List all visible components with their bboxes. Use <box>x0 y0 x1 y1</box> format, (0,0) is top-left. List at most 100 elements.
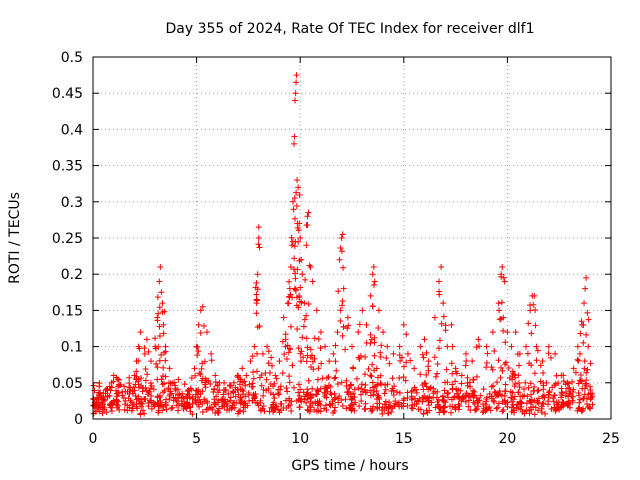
data-point <box>304 396 311 403</box>
data-point <box>275 406 282 413</box>
data-point <box>96 383 103 390</box>
data-point <box>309 278 316 285</box>
data-point <box>377 354 384 361</box>
data-point <box>195 321 202 328</box>
data-point <box>451 393 458 400</box>
data-point <box>296 298 303 305</box>
data-point <box>578 318 585 325</box>
data-point <box>452 378 459 385</box>
data-point <box>240 408 247 415</box>
data-point <box>580 339 587 346</box>
data-point <box>297 396 304 403</box>
data-point <box>540 369 547 376</box>
data-point <box>293 72 300 79</box>
data-point <box>270 408 277 415</box>
data-point <box>537 378 544 385</box>
data-point <box>448 409 455 416</box>
data-point <box>281 351 288 358</box>
data-point <box>291 255 298 262</box>
data-point <box>369 379 376 386</box>
data-point <box>393 389 400 396</box>
data-point <box>169 404 176 411</box>
data-point <box>293 202 300 209</box>
data-point <box>163 406 170 413</box>
data-point <box>347 382 354 389</box>
data-point <box>480 386 487 393</box>
data-point <box>114 376 121 383</box>
data-point <box>385 410 392 417</box>
data-point <box>390 392 397 399</box>
data-point <box>436 337 443 344</box>
data-point <box>253 350 260 357</box>
data-point <box>384 381 391 388</box>
data-point <box>187 403 194 410</box>
data-point <box>215 389 222 396</box>
data-point <box>228 405 235 412</box>
data-point <box>577 377 584 384</box>
data-point <box>153 360 160 367</box>
data-point <box>520 385 527 392</box>
data-point <box>285 300 292 307</box>
data-point <box>342 346 349 353</box>
data-point <box>589 401 596 408</box>
data-point <box>323 406 330 413</box>
data-point <box>293 189 300 196</box>
data-point <box>201 396 208 403</box>
data-point <box>489 329 496 336</box>
data-point <box>287 263 294 270</box>
data-point <box>135 381 142 388</box>
data-point <box>142 366 149 373</box>
data-point <box>160 364 167 371</box>
data-point <box>531 411 538 418</box>
data-point <box>548 406 555 413</box>
data-point <box>524 393 531 400</box>
data-point <box>284 388 291 395</box>
data-point <box>183 402 190 409</box>
data-point <box>530 301 537 308</box>
data-point <box>436 345 443 352</box>
data-point <box>255 235 262 241</box>
data-point <box>145 403 152 410</box>
data-point <box>254 297 261 304</box>
data-point <box>239 365 246 372</box>
data-point <box>489 395 496 402</box>
data-point <box>456 402 463 409</box>
data-point <box>555 399 562 406</box>
data-point <box>201 358 208 365</box>
data-point <box>167 380 174 387</box>
data-point <box>575 392 582 399</box>
data-point <box>371 383 378 390</box>
data-point <box>259 405 266 412</box>
data-point <box>543 379 550 386</box>
data-point <box>155 310 162 317</box>
data-point <box>297 284 304 291</box>
data-point <box>419 382 426 389</box>
data-point <box>443 366 450 373</box>
data-point <box>203 406 210 413</box>
data-point <box>160 380 167 387</box>
data-point <box>476 397 483 404</box>
data-point <box>469 358 476 365</box>
data-point <box>299 271 306 278</box>
data-point <box>322 383 329 390</box>
data-point <box>582 285 589 292</box>
data-point <box>584 309 591 316</box>
data-point <box>155 343 162 350</box>
data-point <box>469 390 476 397</box>
data-point <box>269 362 276 369</box>
data-point <box>407 357 414 364</box>
data-point <box>136 400 143 407</box>
data-point <box>130 384 137 391</box>
data-point <box>159 300 166 307</box>
data-point <box>303 312 310 319</box>
data-point <box>583 395 590 402</box>
data-point <box>531 370 538 377</box>
data-point <box>502 381 509 388</box>
data-point <box>346 385 353 392</box>
data-point <box>377 380 384 387</box>
data-point <box>528 330 535 337</box>
data-point <box>254 271 261 278</box>
data-point <box>361 405 368 412</box>
data-point <box>449 343 456 350</box>
data-point <box>569 378 576 385</box>
